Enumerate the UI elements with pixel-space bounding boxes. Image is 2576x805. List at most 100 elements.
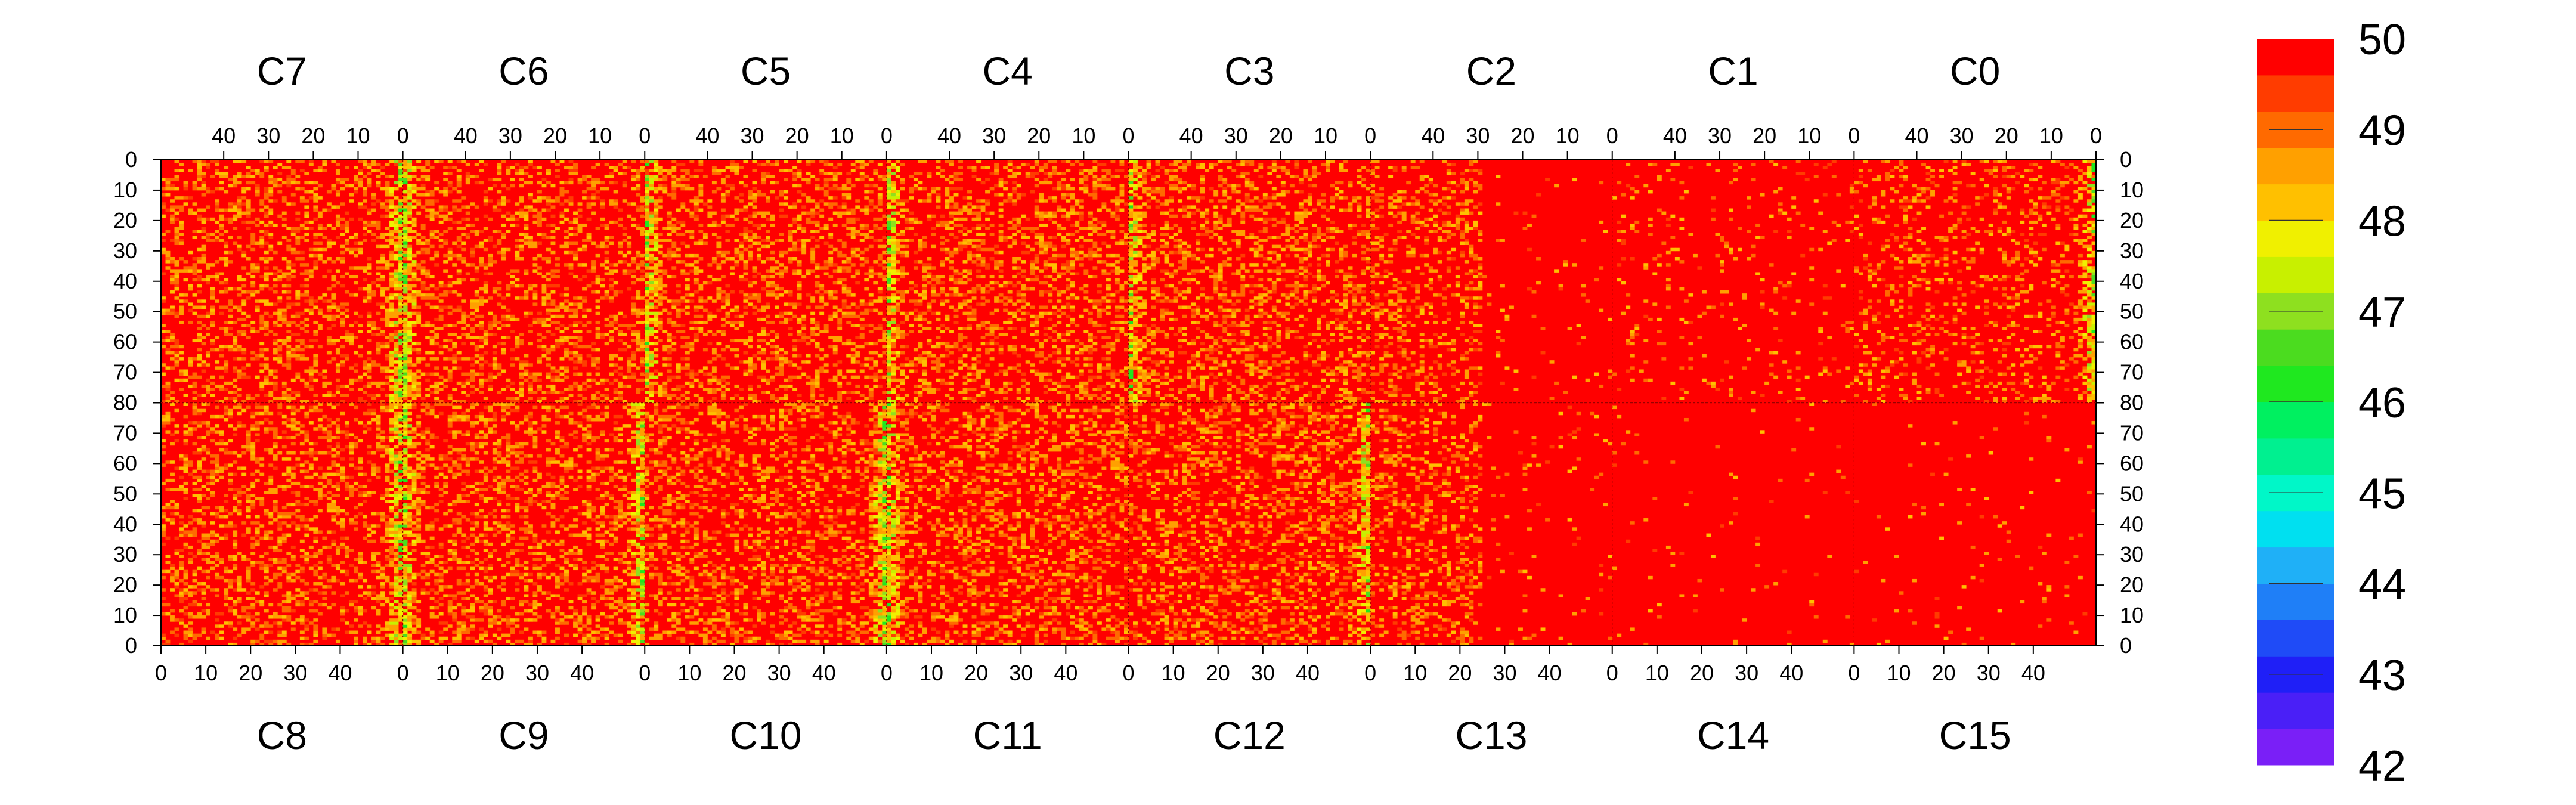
heat-cell: [689, 375, 695, 379]
heat-cell: [729, 266, 735, 270]
heat-cell: [259, 175, 265, 178]
heat-cell: [922, 293, 927, 297]
heat-cell: [573, 354, 578, 358]
heat-cell: [483, 247, 488, 252]
heat-cell: [546, 302, 551, 306]
heat-cell: [273, 375, 278, 379]
heat-cell: [748, 214, 753, 218]
heat-cell: [416, 193, 422, 197]
heat-cell: [913, 384, 918, 388]
heat-cell: [313, 196, 318, 200]
heat-cell: [936, 166, 941, 169]
heat-cell: [738, 314, 744, 318]
heat-cell: [940, 260, 945, 264]
heat-cell: [465, 336, 470, 339]
heat-cell: [649, 342, 654, 346]
heat-cell: [877, 339, 883, 343]
heat-cell: [846, 342, 852, 346]
heat-cell: [936, 205, 941, 209]
heat-cell: [470, 305, 475, 309]
heat-cell: [541, 257, 547, 261]
heat-cell: [788, 317, 793, 321]
heat-cell: [689, 345, 695, 349]
heat-cell: [918, 324, 923, 327]
heat-cell: [407, 333, 413, 336]
heat-cell: [322, 299, 327, 303]
heat-cell: [568, 202, 574, 206]
heat-cell: [573, 330, 578, 333]
heat-cell: [654, 239, 659, 242]
heat-cell: [344, 354, 349, 358]
heat-cell: [179, 299, 184, 303]
heat-cell: [443, 366, 448, 370]
heat-cell: [335, 366, 340, 370]
heat-cell: [528, 160, 533, 163]
heat-cell: [913, 369, 918, 373]
heat-cell: [828, 260, 834, 264]
heat-cell: [340, 324, 345, 327]
heat-cell: [770, 397, 775, 400]
heat-cell: [828, 275, 834, 279]
heat-cell: [407, 360, 413, 364]
heat-cell: [945, 205, 950, 209]
heat-cell: [367, 320, 372, 324]
heat-cell: [165, 384, 171, 388]
heat-cell: [720, 348, 726, 352]
heat-cell: [859, 302, 865, 306]
heat-cell: [528, 236, 533, 239]
heat-cell: [550, 205, 556, 209]
heat-cell: [532, 214, 538, 218]
heat-cell: [779, 363, 784, 367]
heat-cell: [515, 239, 520, 242]
heat-cell: [470, 299, 475, 303]
heat-cell: [720, 260, 726, 264]
heat-cell: [363, 175, 367, 178]
heat-cell: [671, 193, 677, 197]
heat-cell: [483, 214, 488, 218]
heat-cell: [636, 172, 641, 175]
heat-cell: [470, 230, 475, 233]
heat-cell: [716, 278, 722, 282]
heat-cell: [277, 354, 283, 358]
heat-cell: [317, 233, 323, 236]
heat-cell: [206, 388, 211, 391]
heat-cell: [766, 391, 770, 394]
heat-cell: [443, 178, 448, 182]
heat-cell: [658, 263, 663, 267]
heat-cell: [510, 275, 515, 279]
heat-cell: [371, 360, 376, 364]
heat-cell: [734, 366, 739, 370]
heat-cell: [299, 400, 305, 403]
heat-cell: [631, 357, 636, 361]
heat-cell: [702, 320, 708, 324]
heat-cell: [242, 375, 247, 379]
heat-cell: [636, 391, 641, 394]
heat-cell: [868, 184, 874, 188]
heat-cell: [645, 287, 650, 291]
heat-cell: [363, 391, 367, 394]
heat-cell: [810, 391, 816, 394]
heat-cell: [627, 369, 632, 373]
heat-cell: [304, 205, 309, 209]
heat-cell: [532, 375, 538, 379]
heat-cell: [752, 305, 757, 309]
heat-cell: [519, 381, 524, 385]
heat-cell: [255, 375, 260, 379]
heat-cell: [407, 378, 413, 382]
heat-cell: [385, 208, 390, 212]
heat-cell: [255, 308, 260, 312]
heat-cell: [358, 217, 363, 221]
heat-cell: [582, 196, 587, 200]
heat-cell: [761, 333, 766, 336]
heat-cell: [416, 202, 422, 206]
heat-cell: [604, 163, 609, 166]
heat-cell: [429, 208, 435, 212]
heat-cell: [452, 220, 457, 224]
heat-cell: [725, 230, 730, 233]
heat-cell: [398, 400, 404, 403]
heat-cell: [828, 250, 834, 255]
heat-cell: [806, 272, 811, 275]
heat-cell: [779, 263, 784, 267]
heat-cell: [573, 345, 578, 349]
heat-cell: [757, 384, 761, 388]
